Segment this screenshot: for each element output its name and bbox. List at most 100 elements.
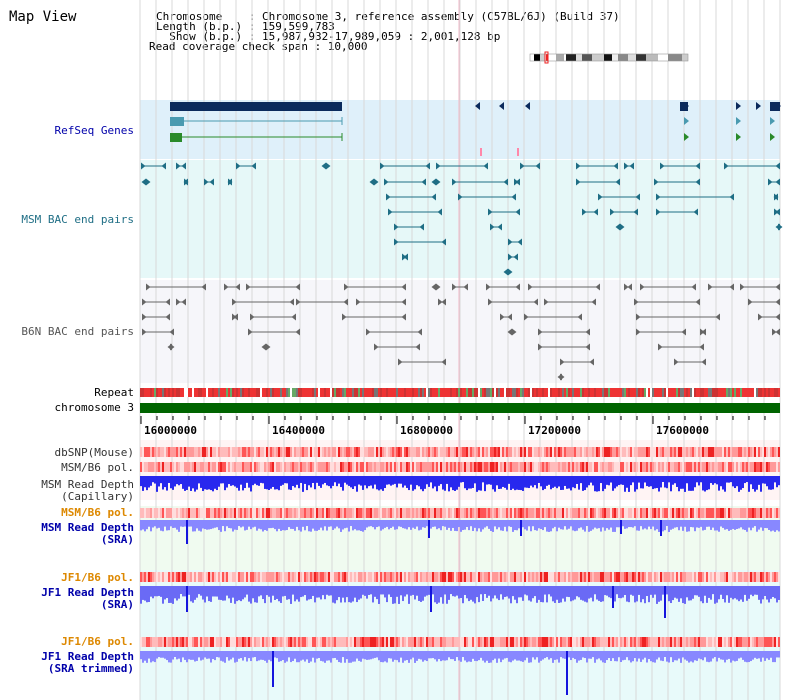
depth-bar [154,651,156,663]
repeat-segment [202,388,204,397]
depth-bar [426,476,428,485]
heat-cell [508,447,510,457]
heat-cell [724,637,726,647]
repeat-segment [266,388,268,397]
heat-cell [442,462,444,472]
depth-bar [346,586,348,598]
heat-cell [626,572,628,582]
heat-cell [310,572,312,582]
heat-cell [414,462,416,472]
heat-cell [446,447,448,457]
feature-arrow [486,283,491,291]
heat-cell [754,572,756,582]
feature-arrow [701,358,706,366]
repeat-segment [350,388,352,397]
depth-bar [644,586,646,604]
depth-bar [610,520,612,528]
msm-b6-pol-label: MSM/B6 pol. [61,461,134,474]
depth-spike [186,520,188,544]
heat-cell [476,462,478,472]
depth-bar [508,476,510,484]
depth-bar [172,520,174,528]
depth-bar [528,586,530,601]
heat-cell [620,637,622,647]
feature-arrow [161,162,166,170]
heat-cell [630,447,632,457]
depth-bar [292,520,294,529]
heat-cell [218,447,220,457]
heat-cell [458,572,460,582]
heat-cell [438,572,440,582]
heat-cell [322,508,324,518]
depth-bar [540,476,542,487]
heat-cell [432,572,434,582]
heat-cell [250,572,252,582]
heat-cell [706,508,708,518]
depth-bar [268,651,270,660]
heat-cell [616,447,618,457]
depth-bar [606,520,608,529]
feature-arrow [235,283,240,291]
heat-cell [560,508,562,518]
heat-cell [478,462,480,472]
feature-arrow [295,283,300,291]
depth-bar [440,520,442,531]
repeat-segment [732,388,734,397]
heat-cell [562,508,564,518]
repeat-segment [212,388,214,397]
depth-bar [262,520,264,532]
heat-cell [762,462,764,472]
heat-cell [178,447,180,457]
depth-bar [666,520,668,527]
heat-cell [616,508,618,518]
heat-cell [680,447,682,457]
depth-bar [308,586,310,600]
heat-cell [312,447,314,457]
heat-cell [142,462,144,472]
depth-bar [188,476,190,487]
repeat-segment [474,388,476,397]
heat-cell [512,637,514,647]
depth-bar [174,586,176,599]
heat-cell [474,637,476,647]
heat-cell [360,637,362,647]
depth-bar [496,476,498,486]
repeat-segment [302,388,304,397]
repeat-segment [736,388,738,397]
heat-cell [174,447,176,457]
heat-cell [366,637,368,647]
heat-cell [270,508,272,518]
heat-cell [430,508,432,518]
depth-bar [590,476,592,483]
heat-cell [208,462,210,472]
heat-cell [776,508,778,518]
depth-bar [778,520,780,532]
depth-bar [302,586,304,597]
depth-bar [272,520,274,528]
depth-bar [674,586,676,598]
depth-bar [738,586,740,602]
depth-bar [348,651,350,663]
depth-bar [652,586,654,598]
depth-bar [422,520,424,528]
heat-cell [442,508,444,518]
depth-bar [292,476,294,487]
heat-cell [422,637,424,647]
heat-cell [264,637,266,647]
depth-bar [576,476,578,484]
depth-bar [614,651,616,662]
heat-cell [262,462,264,472]
feature-arrow [181,298,186,306]
repeat-segment [406,388,408,397]
depth-bar [318,651,320,659]
depth-bar [388,651,390,659]
heat-cell [568,508,570,518]
depth-bar [316,651,318,659]
heat-cell [552,637,554,647]
depth-bar [758,476,760,485]
heat-cell [746,637,748,647]
heat-cell [182,637,184,647]
depth-bar [478,586,480,603]
repeat-segment [570,388,572,397]
depth-bar [392,476,394,485]
